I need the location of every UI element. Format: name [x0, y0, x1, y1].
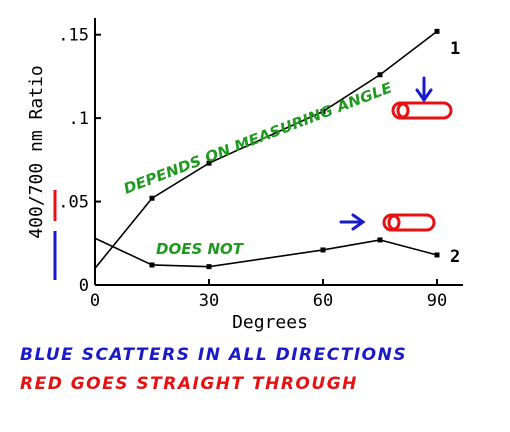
- red-tube-icon: [391, 101, 453, 120]
- series-1-label: 1: [450, 39, 460, 59]
- series-1-point: [149, 195, 155, 201]
- x-tick-label: 30: [199, 291, 219, 311]
- series-1-point: [434, 28, 440, 34]
- annotation-does-not: DOES NOT: [156, 240, 245, 258]
- blue-arrow-icon: [339, 213, 366, 231]
- x-tick-label: 90: [427, 291, 447, 311]
- chart: 0 30 60 90 0 .05 .1 .15 Degrees 400/700 nm Rat…: [26, 18, 463, 333]
- x-tick-label: 60: [313, 291, 333, 311]
- series-1-line: [94, 30, 438, 269]
- caption-red: RED GOES STRAIGHT THROUGH: [20, 374, 358, 394]
- series-1-point: [206, 160, 212, 166]
- annotation-depends: DEPENDS ON MEASURING ANGLE: [122, 80, 395, 197]
- series-1: [94, 28, 440, 269]
- blue-arrow-icon: [415, 76, 433, 103]
- series-1-point: [320, 108, 326, 114]
- red-tube-icon: [382, 213, 436, 232]
- y-ticks: 0 .05 .1 .15: [58, 26, 101, 296]
- series-2-line: [94, 237, 438, 268]
- x-axis-title: Degrees: [232, 312, 308, 333]
- series-2-point: [320, 247, 326, 253]
- x-ticks: 0 30 60 90: [90, 279, 447, 311]
- series-2-point: [377, 237, 383, 243]
- y-tick-label: 0: [79, 276, 89, 296]
- y-axis-title: 400/700 nm Ratio: [26, 65, 47, 238]
- y-tick-label: .05: [58, 193, 89, 213]
- x-tick-label: 0: [90, 291, 100, 311]
- series-2-point: [149, 262, 155, 268]
- series-2-label: 2: [450, 247, 460, 267]
- series-2-point: [206, 264, 212, 270]
- series-2-point: [434, 252, 440, 258]
- series-2: [94, 237, 440, 270]
- caption-blue: BLUE SCATTERS IN ALL DIRECTIONS: [20, 345, 408, 365]
- y-tick-label: .1: [69, 109, 89, 129]
- y-tick-label: .15: [58, 26, 89, 46]
- series-1-point: [377, 72, 383, 78]
